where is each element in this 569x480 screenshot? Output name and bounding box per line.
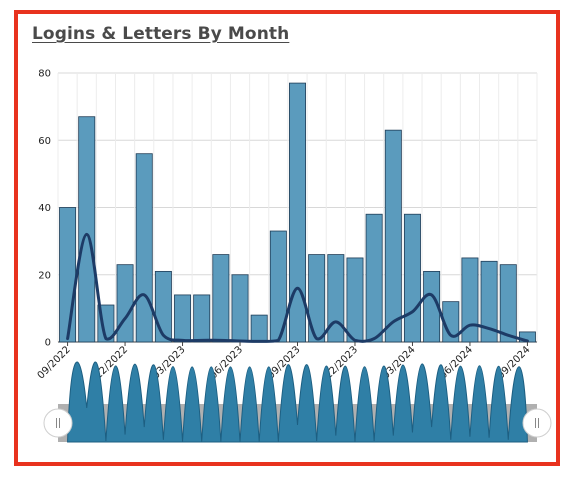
bar[interactable] <box>231 274 249 343</box>
bar[interactable] <box>365 213 383 343</box>
y-tick-label: 20 <box>38 270 51 281</box>
bar[interactable] <box>499 264 517 343</box>
bar[interactable] <box>346 257 364 343</box>
y-tick-label: 60 <box>38 136 51 147</box>
bar[interactable] <box>327 254 345 343</box>
x-tick-label: 09/2022 <box>36 344 73 381</box>
bar[interactable] <box>193 294 211 343</box>
y-tick-label: 80 <box>38 69 51 80</box>
bar-series <box>59 82 536 343</box>
bar[interactable] <box>154 270 172 343</box>
bar[interactable] <box>174 294 192 343</box>
chart-title: Logins & Letters By Month <box>32 24 290 44</box>
y-tick-label: 40 <box>38 203 51 214</box>
bar[interactable] <box>116 264 134 343</box>
navigator-left-handle[interactable] <box>43 408 73 438</box>
bar[interactable] <box>403 213 421 343</box>
smoothed-line <box>66 232 529 343</box>
bar[interactable] <box>480 260 498 343</box>
line-series <box>66 232 529 343</box>
y-axis: 0 20 40 60 80 <box>38 69 51 349</box>
bar[interactable] <box>384 129 402 343</box>
bar[interactable] <box>308 254 326 343</box>
navigator-area <box>67 361 528 443</box>
range-navigator[interactable] <box>43 361 552 443</box>
bar[interactable] <box>289 82 306 343</box>
bar[interactable] <box>78 116 96 343</box>
bar[interactable] <box>59 207 77 343</box>
navigator-right-handle[interactable] <box>522 408 552 438</box>
bar[interactable] <box>269 230 287 343</box>
bar[interactable] <box>250 314 268 343</box>
y-tick-label: 0 <box>45 338 51 349</box>
bar[interactable] <box>135 153 153 343</box>
bar[interactable] <box>212 254 230 343</box>
